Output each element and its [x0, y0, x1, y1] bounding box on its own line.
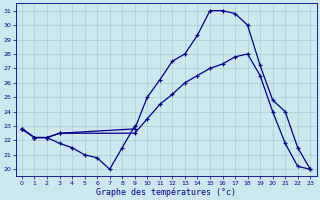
X-axis label: Graphe des températures (°c): Graphe des températures (°c) — [96, 187, 236, 197]
